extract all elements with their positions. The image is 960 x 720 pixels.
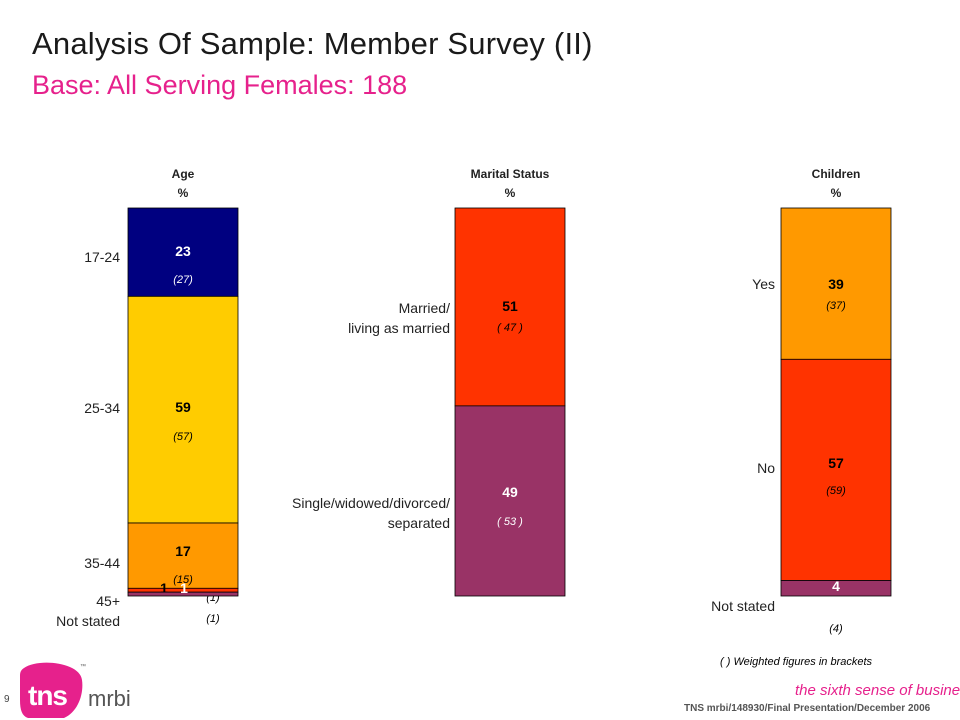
bar-segment-2-2 [780, 580, 892, 597]
value-label-2-1: 57 [828, 455, 844, 471]
value-label-0-2: 17 [175, 543, 191, 559]
weighted-figures-footnote: ( ) Weighted figures in brackets [720, 656, 873, 668]
weighted-label-1-1: ( 53 ) [497, 516, 523, 528]
chart-title-2: Children% [812, 167, 861, 200]
value-label-2-2: 4 [832, 578, 840, 594]
category-label-0-3: 45+ [96, 593, 120, 609]
value-label-0-3: 1 [160, 580, 168, 596]
value-label-2-0: 39 [828, 276, 844, 292]
tagline-text: the sixth sense of business [795, 682, 960, 699]
tagline: the sixth sense of business™ [795, 682, 960, 699]
category-label-0-1: 25-34 [84, 400, 120, 416]
presentation-reference: TNS mrbi/148930/Final Presentation/Decem… [684, 703, 931, 714]
value-label-1-0: 51 [502, 298, 518, 314]
value-label-0-4: 1 [180, 580, 188, 596]
tns-mrbi-logo [20, 662, 83, 718]
weighted-label-2-1: (59) [826, 485, 846, 497]
logo-trademark: ™ [80, 664, 86, 670]
weighted-label-2-2: (4) [829, 623, 843, 635]
bar-segment-0-2 [127, 522, 239, 589]
chart-title-0: Age% [172, 167, 195, 200]
weighted-label-2-0: (37) [826, 300, 846, 312]
logo-text: tns [28, 680, 68, 711]
page-title: Analysis Of Sample: Member Survey (II) [32, 26, 593, 61]
weighted-label-0-4: (1) [206, 613, 220, 625]
slide-number: 9 [4, 694, 10, 705]
bar-segment-1-1 [454, 405, 566, 597]
logo-blob-icon [20, 662, 83, 718]
value-label-0-0: 23 [175, 243, 191, 259]
logo-subtext: mrbi [88, 686, 131, 711]
category-label-2-0: Yes [752, 276, 775, 292]
weighted-label-0-0: (27) [173, 274, 193, 286]
category-label-2-1: No [757, 460, 775, 476]
category-label-0-2: 35-44 [84, 555, 120, 571]
category-label-1-0: Married/living as married [348, 300, 450, 336]
weighted-label-0-1: (57) [173, 431, 193, 443]
bar-segment-0-4 [127, 591, 239, 597]
bar-segment-0-1 [127, 295, 239, 524]
bar-segment-2-0 [780, 207, 892, 360]
page-subtitle: Base: All Serving Females: 188 [32, 70, 408, 100]
weighted-label-0-2: (15) [173, 574, 193, 586]
value-label-1-1: 49 [502, 484, 518, 500]
value-label-0-1: 59 [175, 399, 191, 415]
weighted-label-1-0: ( 47 ) [497, 322, 523, 334]
category-label-0-4: Not stated [56, 613, 120, 629]
category-label-0-0: 17-24 [84, 249, 120, 265]
category-label-1-1: Single/widowed/divorced/separated [292, 495, 450, 531]
bar-segment-1-0 [454, 207, 566, 407]
category-label-2-2: Not stated [711, 598, 775, 614]
chart-title-1: Marital Status% [471, 167, 550, 200]
